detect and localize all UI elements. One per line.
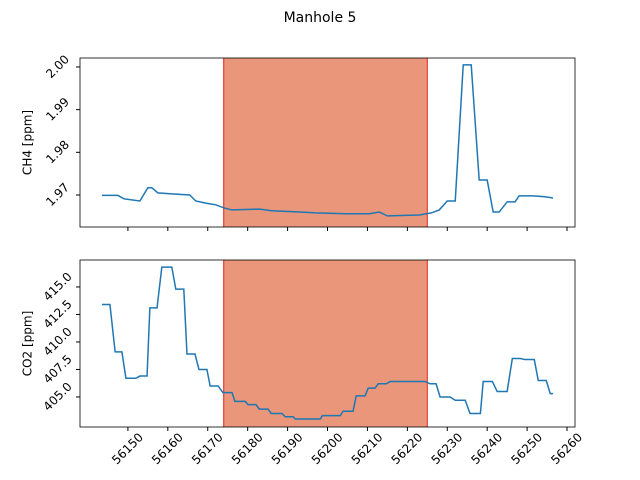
data-line <box>101 266 554 420</box>
highlight-span <box>223 58 428 227</box>
data-line <box>101 64 554 217</box>
highlight-span <box>223 260 428 427</box>
y-axis-label: CH4 [ppm] <box>21 110 35 175</box>
figure-title: Manhole 5 <box>284 10 357 26</box>
y-axis-label: CO2 [ppm] <box>21 311 35 377</box>
